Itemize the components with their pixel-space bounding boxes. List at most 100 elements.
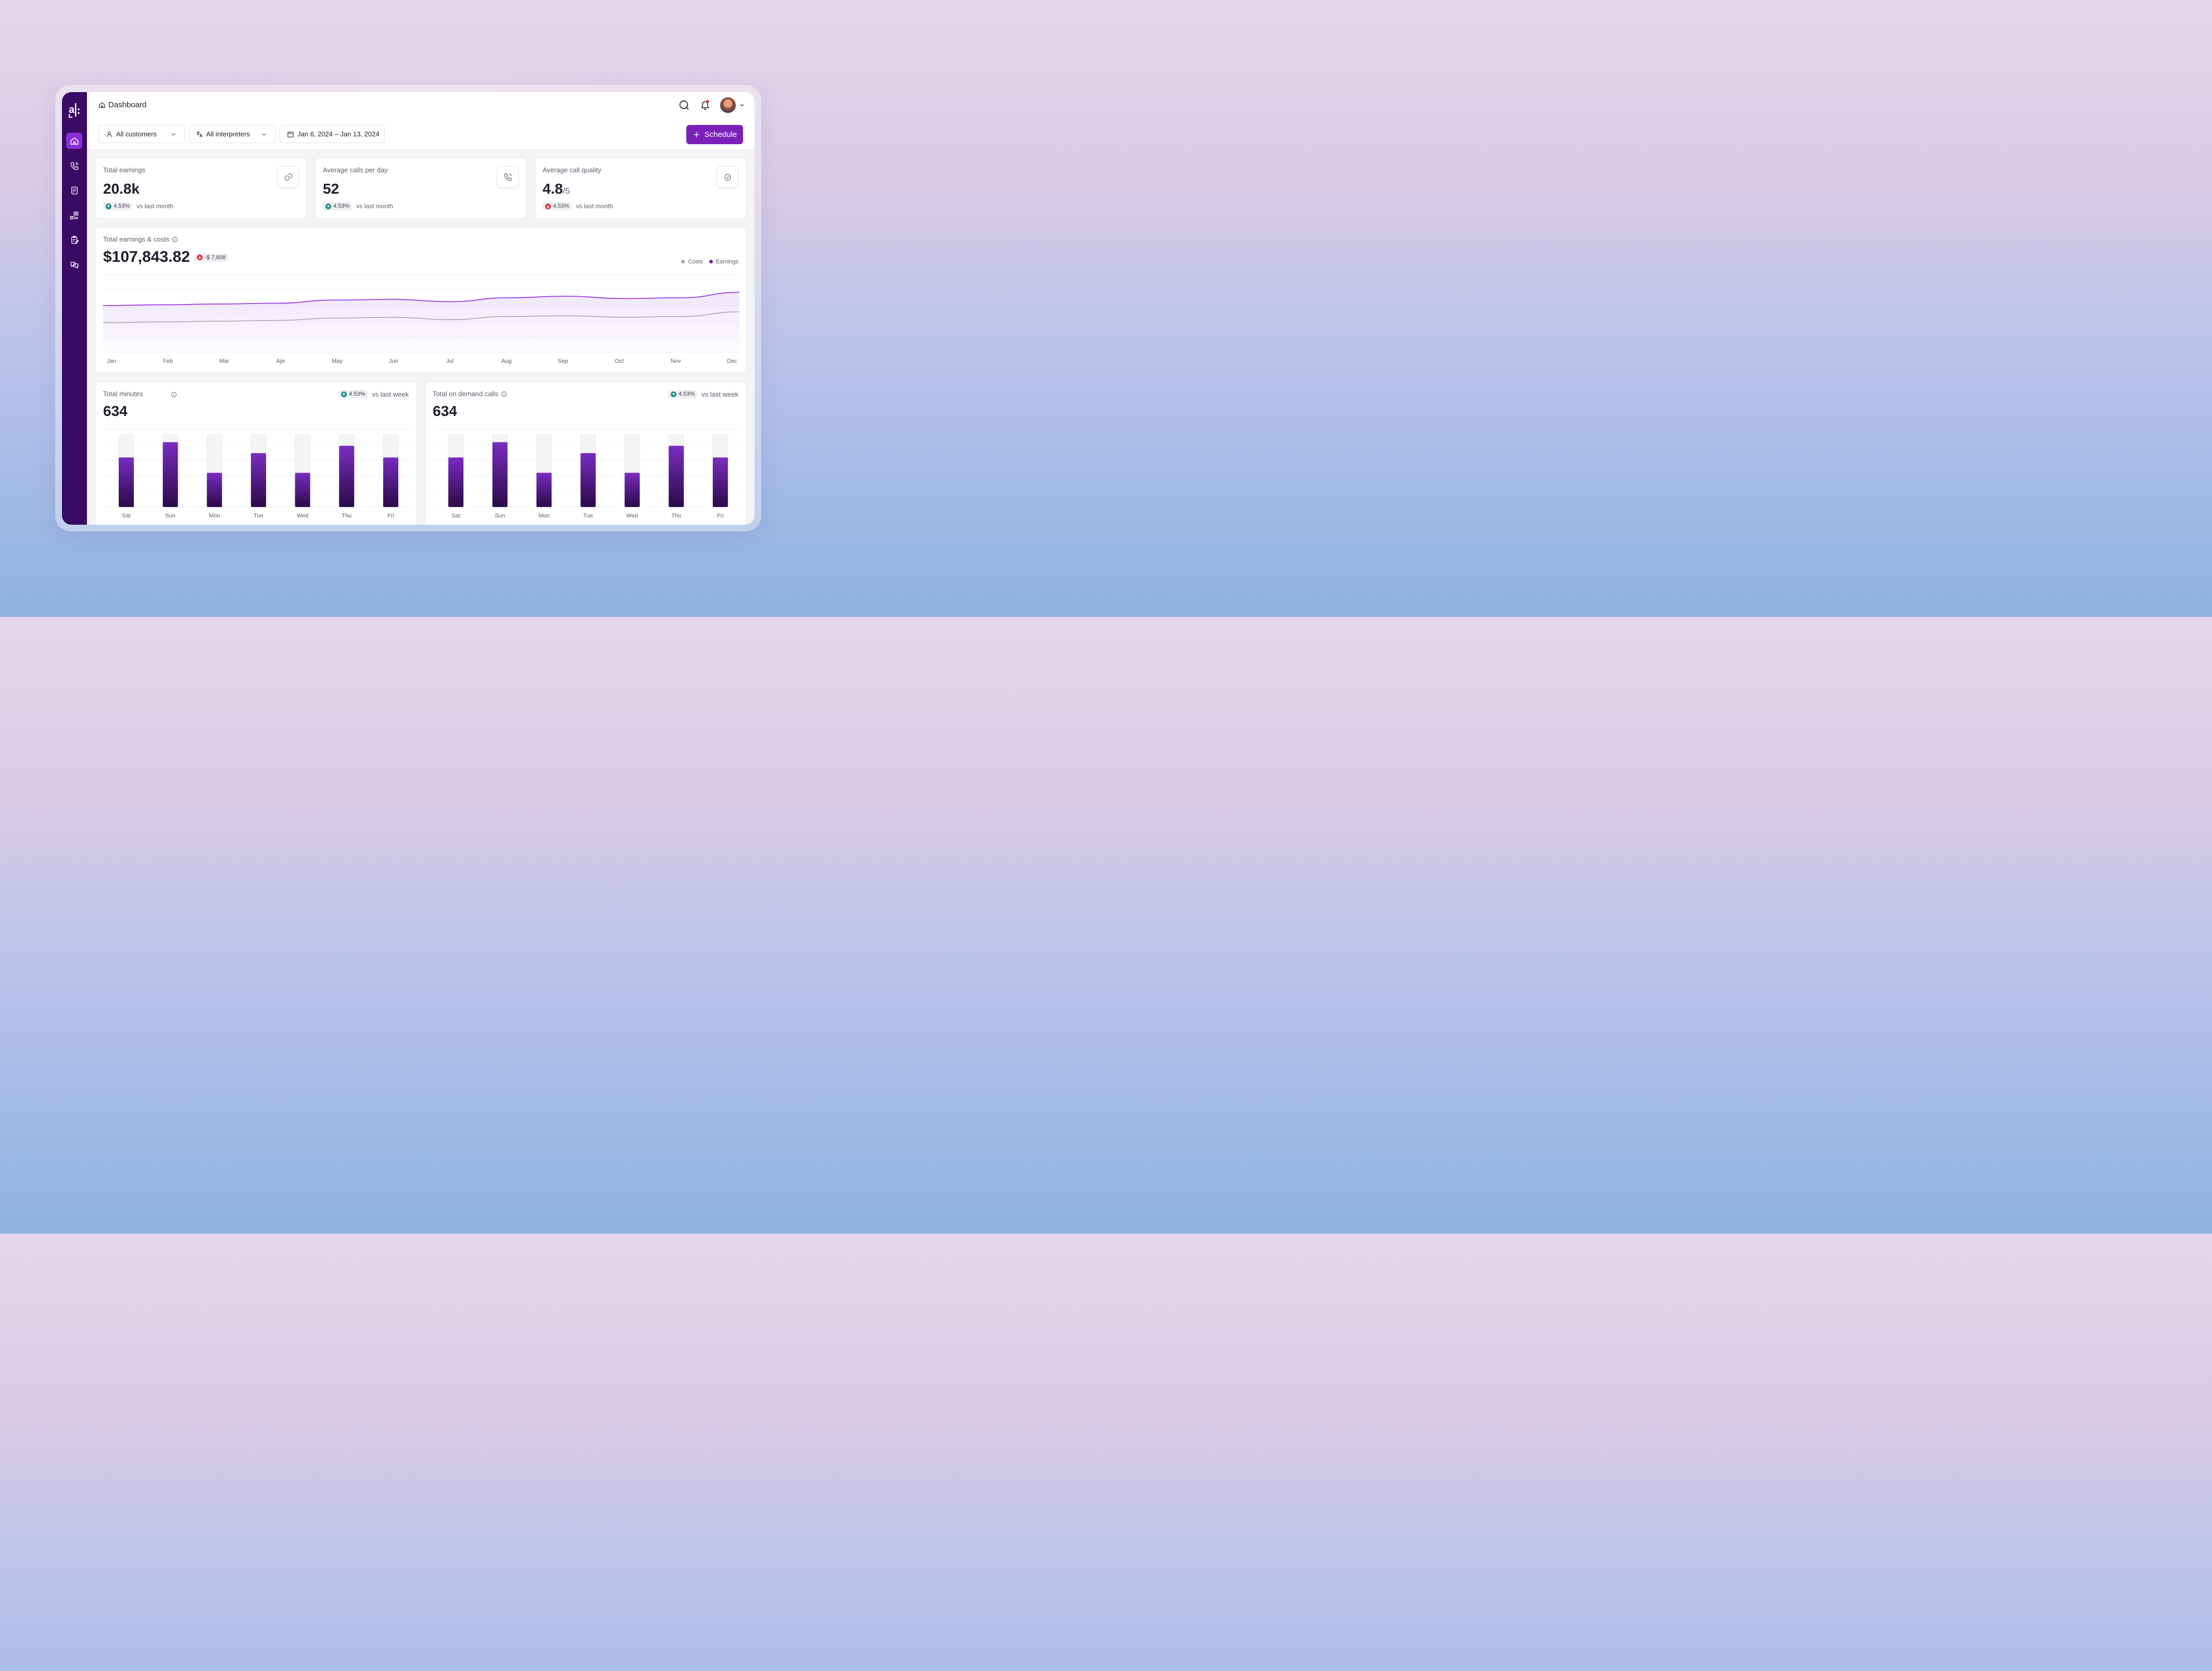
bar [119, 457, 134, 507]
bar [162, 442, 178, 507]
translate-icon [196, 131, 203, 137]
bar [207, 473, 222, 507]
bar [339, 446, 355, 507]
svg-text:a: a [69, 104, 75, 116]
trend-compare: vs last week [701, 390, 738, 398]
x-tick-label: Thu [342, 513, 351, 519]
bar [669, 446, 684, 507]
notification-dot [706, 100, 709, 103]
customers-filter[interactable]: All customers [98, 125, 185, 143]
x-tick-label: Jan [107, 358, 116, 364]
chart-total: 634 [103, 403, 128, 419]
kpi-trend: 4.53% vs last month [543, 202, 613, 210]
kpi-card-total-earnings: Total earnings 20.8k 4.53% vs last month [95, 158, 307, 219]
kpi-icon-button[interactable] [277, 166, 299, 188]
phone-icon [504, 173, 511, 181]
arrow-up-icon [106, 203, 111, 209]
schedule-button-label: Schedule [704, 130, 737, 139]
legend-earnings: Earnings [709, 259, 738, 265]
kpi-icon-button[interactable] [497, 166, 519, 188]
kpi-card-average-calls: Average calls per day 52 4.53% vs last m… [315, 158, 526, 219]
search-button[interactable] [676, 97, 692, 113]
kpi-icon-button[interactable] [717, 166, 738, 188]
interpreters-filter-label: All interpreters [206, 130, 250, 138]
app-window: a Dashboard [62, 92, 755, 525]
x-tick-label: Sat [451, 513, 460, 519]
info-icon[interactable] [172, 236, 178, 243]
kpi-label: Average call quality [543, 166, 601, 174]
arrow-down-icon [545, 203, 551, 209]
kpi-value: 52 [323, 181, 340, 197]
sidebar-item-messages[interactable] [66, 257, 82, 273]
x-tick-label: May [332, 358, 343, 364]
sidebar-item-payments[interactable] [66, 207, 82, 223]
bar [250, 453, 266, 507]
chevron-down-icon [262, 133, 266, 136]
total-minutes-card: Total minutes 634 4.53% vs last week Sat… [95, 382, 417, 525]
sidebar-item-documents[interactable] [66, 182, 82, 198]
x-tick-label: Mon [538, 513, 549, 519]
x-tick-label: Oct [615, 358, 624, 364]
x-tick-label: Sun [165, 513, 175, 519]
bar [383, 457, 398, 507]
app-logo[interactable]: a [68, 102, 81, 119]
sidebar-item-reports[interactable] [66, 232, 82, 248]
earnings-area-chart: Jan Feb Mar Apr May Jun Jul Aug Sep Oct Nov Dec [103, 274, 740, 364]
trend-value: 4.53% [553, 203, 570, 209]
kpi-trend: 4.53% vs last month [323, 202, 393, 210]
bar [624, 473, 640, 507]
arrow-up-icon [341, 391, 347, 397]
x-tick-label: Nov [671, 358, 681, 364]
on-demand-calls-card: Total on demand calls 634 4.53% vs last … [425, 382, 746, 525]
schedule-button[interactable]: Schedule [686, 125, 743, 144]
chart-title-text: Total minutes [103, 390, 143, 398]
chevron-down-icon[interactable] [739, 102, 745, 108]
customers-filter-label: All customers [116, 130, 157, 138]
trend-compare: vs last month [576, 202, 613, 210]
chart-total: $107,843.82 [103, 248, 190, 265]
trend-badge: 4.53% [668, 390, 698, 398]
breadcrumb-label: Dashboard [108, 100, 147, 109]
interpreters-filter[interactable]: All interpreters [189, 125, 275, 143]
bar [448, 457, 463, 507]
x-tick-label: Sat [122, 513, 131, 519]
info-icon[interactable] [171, 391, 177, 398]
plus-icon [694, 132, 699, 137]
trend-compare: vs last month [136, 202, 173, 210]
date-range-label: Jan 6, 2024 – Jan 13, 2024 [297, 130, 380, 138]
notifications-button[interactable] [697, 97, 713, 113]
x-tick-label: Fri [387, 513, 394, 519]
trend-badge: 4.53% [543, 202, 572, 210]
check-circle-icon [724, 173, 731, 181]
minutes-bar-chart: Sat Sun Mon Tue Wed Thu Fri [103, 428, 410, 519]
calls-bar-chart: Sat Sun Mon Tue Wed Thu Fri [433, 428, 739, 519]
arrow-up-icon [670, 391, 676, 397]
x-tick-label: Mar [219, 358, 229, 364]
sidebar-item-calls[interactable] [66, 158, 82, 174]
arrow-up-icon [325, 203, 331, 209]
info-icon[interactable] [501, 391, 507, 397]
coins-icon [284, 173, 292, 181]
user-icon [106, 131, 112, 137]
chart-trend: 4.53% vs last week [668, 390, 738, 398]
arrow-down-icon [197, 255, 203, 260]
trend-badge: 4.53% [338, 390, 368, 398]
avatar[interactable] [720, 97, 736, 113]
trend-compare: vs last month [356, 202, 393, 210]
trend-value: 4.53% [348, 391, 366, 397]
sidebar: a [62, 92, 87, 525]
breadcrumb[interactable]: Dashboard [98, 100, 146, 109]
x-tick-label: Apr [276, 358, 285, 364]
delta-badge: -$ 7,608 [194, 253, 229, 262]
chart-title-text: Total earnings & costs [103, 235, 170, 243]
clipboard-icon [71, 235, 79, 244]
sidebar-item-home[interactable] [66, 133, 82, 149]
chart-legend: Costs Earnings [681, 259, 738, 265]
x-tick-label: Jul [446, 358, 454, 364]
trend-value: 4.53% [333, 203, 350, 209]
costs-line [103, 311, 740, 323]
top-right-actions [676, 97, 745, 113]
bar [492, 442, 508, 507]
date-range-picker[interactable]: Jan 6, 2024 – Jan 13, 2024 [280, 125, 385, 143]
chart-title: Total minutes [103, 390, 177, 398]
